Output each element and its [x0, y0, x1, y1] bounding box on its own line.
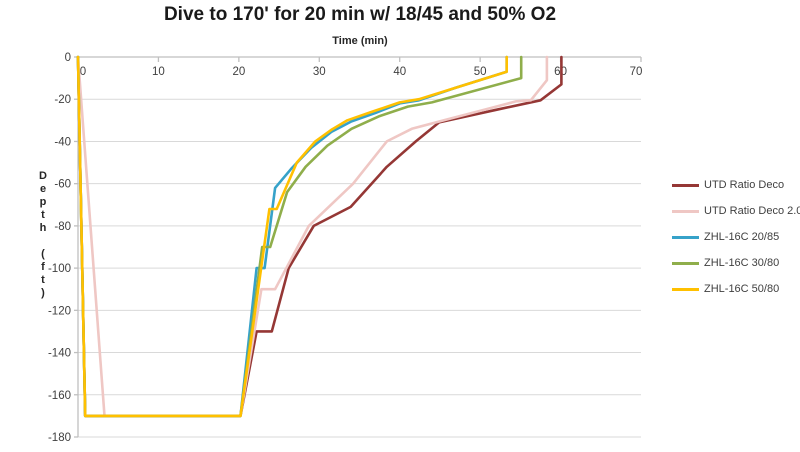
svg-text:-100: -100 — [48, 263, 71, 275]
x-axis-title: Time (min) — [332, 35, 388, 47]
svg-text:-160: -160 — [48, 390, 71, 402]
legend-swatch — [672, 287, 699, 291]
svg-text:40: 40 — [393, 66, 406, 78]
legend-label: ZHL-16C 20/85 — [704, 231, 780, 243]
svg-text:-60: -60 — [54, 179, 71, 191]
svg-text:70: 70 — [630, 66, 643, 78]
legend-label: ZHL-16C 50/80 — [704, 283, 780, 295]
svg-text:20: 20 — [232, 66, 245, 78]
chart-title: Dive to 170' for 20 min w/ 18/45 and 50%… — [163, 4, 557, 25]
legend-label: UTD Ratio Deco — [704, 179, 785, 191]
svg-text:-120: -120 — [48, 305, 71, 317]
legend-label: UTD Ratio Deco 2.0 — [704, 205, 800, 217]
svg-text:-80: -80 — [54, 221, 71, 233]
svg-text:0: 0 — [80, 66, 86, 78]
legend-label: ZHL-16C 30/80 — [704, 257, 780, 269]
svg-text:-180: -180 — [48, 432, 71, 444]
legend-swatch — [672, 261, 699, 265]
svg-text:-140: -140 — [48, 348, 71, 360]
legend-item: ZHL-16C 50/80 — [672, 276, 798, 302]
svg-text:-20: -20 — [54, 94, 71, 106]
legend-item: ZHL-16C 20/85 — [672, 224, 798, 250]
legend: UTD Ratio Deco UTD Ratio Deco 2.0 ZHL-16… — [672, 172, 800, 302]
svg-text:50: 50 — [474, 66, 487, 78]
legend-item: ZHL-16C 30/80 — [672, 250, 798, 276]
svg-text:30: 30 — [313, 66, 326, 78]
legend-swatch — [672, 183, 699, 187]
legend-item: UTD Ratio Deco — [672, 172, 798, 198]
svg-text:0: 0 — [65, 52, 71, 64]
svg-text:10: 10 — [152, 66, 165, 78]
legend-swatch — [672, 209, 699, 213]
svg-text:-40: -40 — [54, 136, 71, 148]
legend-item: UTD Ratio Deco 2.0 — [672, 198, 800, 224]
legend-swatch — [672, 235, 699, 239]
